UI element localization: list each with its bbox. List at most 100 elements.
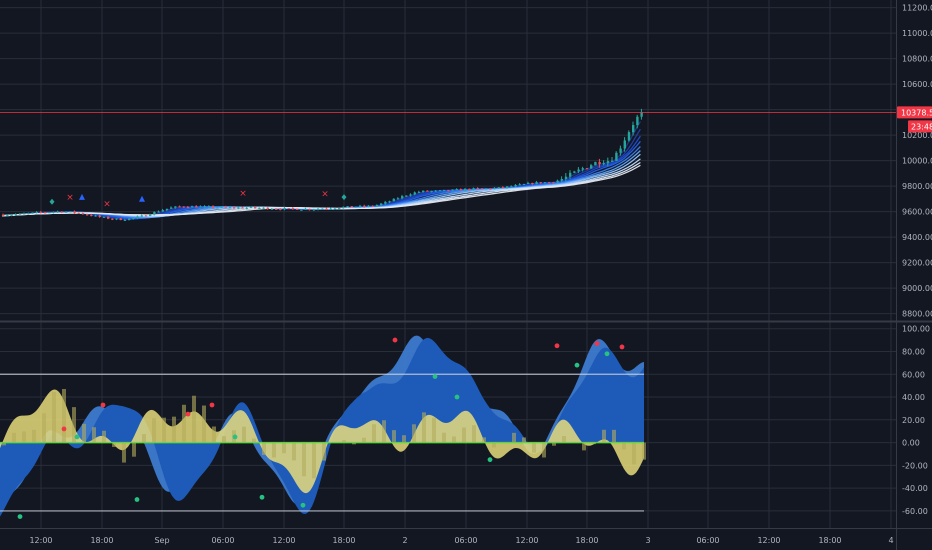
histogram-bar xyxy=(262,442,266,455)
candle-body xyxy=(81,213,85,215)
candle-body xyxy=(153,211,156,215)
histogram-bar xyxy=(612,429,616,443)
candle-body xyxy=(195,206,198,208)
histogram-bar xyxy=(532,442,536,453)
histogram-bar xyxy=(12,432,16,443)
candle-body xyxy=(270,208,274,210)
candle-body xyxy=(548,182,551,184)
candle-body xyxy=(636,116,639,126)
candle-body xyxy=(485,188,488,190)
candle-body xyxy=(392,198,395,202)
candle-body xyxy=(531,182,534,185)
candle-body xyxy=(497,187,500,189)
candle-body xyxy=(598,162,601,165)
histogram-bar xyxy=(142,434,146,443)
candle-body xyxy=(300,209,303,211)
candle-body xyxy=(606,161,610,164)
candle-body xyxy=(69,211,72,213)
time-tick-label: 06:00 xyxy=(454,536,477,545)
candle-body xyxy=(220,206,223,208)
candle-body xyxy=(60,211,64,213)
histogram-bar xyxy=(122,442,126,463)
candle-body xyxy=(535,182,538,185)
histogram-bar xyxy=(362,437,366,443)
histogram-bar xyxy=(512,432,516,443)
time-tick-label: 18:00 xyxy=(818,536,841,545)
candle-body xyxy=(510,186,513,188)
candle-body xyxy=(573,171,576,173)
histogram-bar xyxy=(82,423,86,443)
oscillator-signal-dot xyxy=(17,514,23,520)
candle-body xyxy=(258,207,261,209)
price-tick-label: 9600.00 xyxy=(902,208,932,217)
countdown-label: 23:48 xyxy=(911,122,932,131)
time-tick-label: 06:00 xyxy=(696,536,719,545)
time-tick-label: 3 xyxy=(645,536,650,545)
candle-body xyxy=(564,176,568,180)
candle-body xyxy=(417,191,421,193)
candle-body xyxy=(304,208,307,210)
histogram-bar xyxy=(412,424,416,443)
candle-body xyxy=(237,207,240,209)
price-tick-label: 11000.00 xyxy=(902,29,932,38)
histogram-bar xyxy=(392,430,396,443)
histogram-bar xyxy=(222,436,226,443)
oscillator-signal-dot xyxy=(574,362,580,368)
candle-body xyxy=(627,132,631,141)
candle-body xyxy=(165,208,169,211)
histogram-bar xyxy=(182,404,186,443)
time-tick-label: 06:00 xyxy=(211,536,234,545)
histogram-bar xyxy=(442,432,446,443)
oscillator-signal-dot xyxy=(432,374,438,379)
candle-body xyxy=(422,190,425,192)
histogram-bar xyxy=(312,442,316,479)
candle-body xyxy=(86,214,89,216)
histogram-bar xyxy=(452,436,456,443)
oscillator-pane xyxy=(0,335,646,520)
candle-body xyxy=(447,189,450,191)
histogram-bar xyxy=(132,442,136,457)
candle-body xyxy=(602,163,605,165)
candle-body xyxy=(170,207,173,209)
buy-arrow-marker xyxy=(139,195,145,202)
candle-body xyxy=(203,206,206,208)
osc-tick-label: -40.00 xyxy=(902,484,928,493)
sell-cross-marker: × xyxy=(66,193,74,203)
candle-body xyxy=(207,206,211,208)
histogram-bar xyxy=(622,442,626,450)
osc-tick-label: 80.00 xyxy=(902,347,925,356)
buy-arrow-marker xyxy=(79,193,85,200)
candle-body xyxy=(455,189,458,191)
candle-body xyxy=(27,213,30,215)
candle-body xyxy=(506,186,509,188)
histogram-bar xyxy=(482,437,486,443)
candle-body xyxy=(380,203,383,206)
candle-body xyxy=(123,219,127,221)
price-tick-label: 9200.00 xyxy=(902,259,932,268)
candle-body xyxy=(317,208,320,210)
candle-body xyxy=(611,160,614,162)
candle-body xyxy=(350,206,353,208)
candle-body xyxy=(308,208,311,210)
candle-body xyxy=(413,192,416,195)
candle-body xyxy=(287,208,290,210)
price-tick-label: 8800.00 xyxy=(902,310,932,319)
axes: 11200.0011000.0010800.0010600.0010400.00… xyxy=(29,4,932,545)
histogram-bar xyxy=(552,442,556,446)
candle-body xyxy=(321,208,324,210)
histogram-bar xyxy=(582,442,586,451)
candle-body xyxy=(178,206,181,208)
candle-body xyxy=(560,179,563,181)
candle-body xyxy=(44,212,47,214)
candle-body xyxy=(476,188,479,190)
sell-cross-marker: × xyxy=(239,189,247,199)
oscillator-signal-dot xyxy=(604,351,610,357)
candle-body xyxy=(18,213,22,215)
time-tick-label: 12:00 xyxy=(757,536,780,545)
candle-body xyxy=(35,212,38,214)
candle-body xyxy=(312,209,316,211)
candle-body xyxy=(501,187,505,189)
sell-cross-marker: × xyxy=(103,199,111,209)
